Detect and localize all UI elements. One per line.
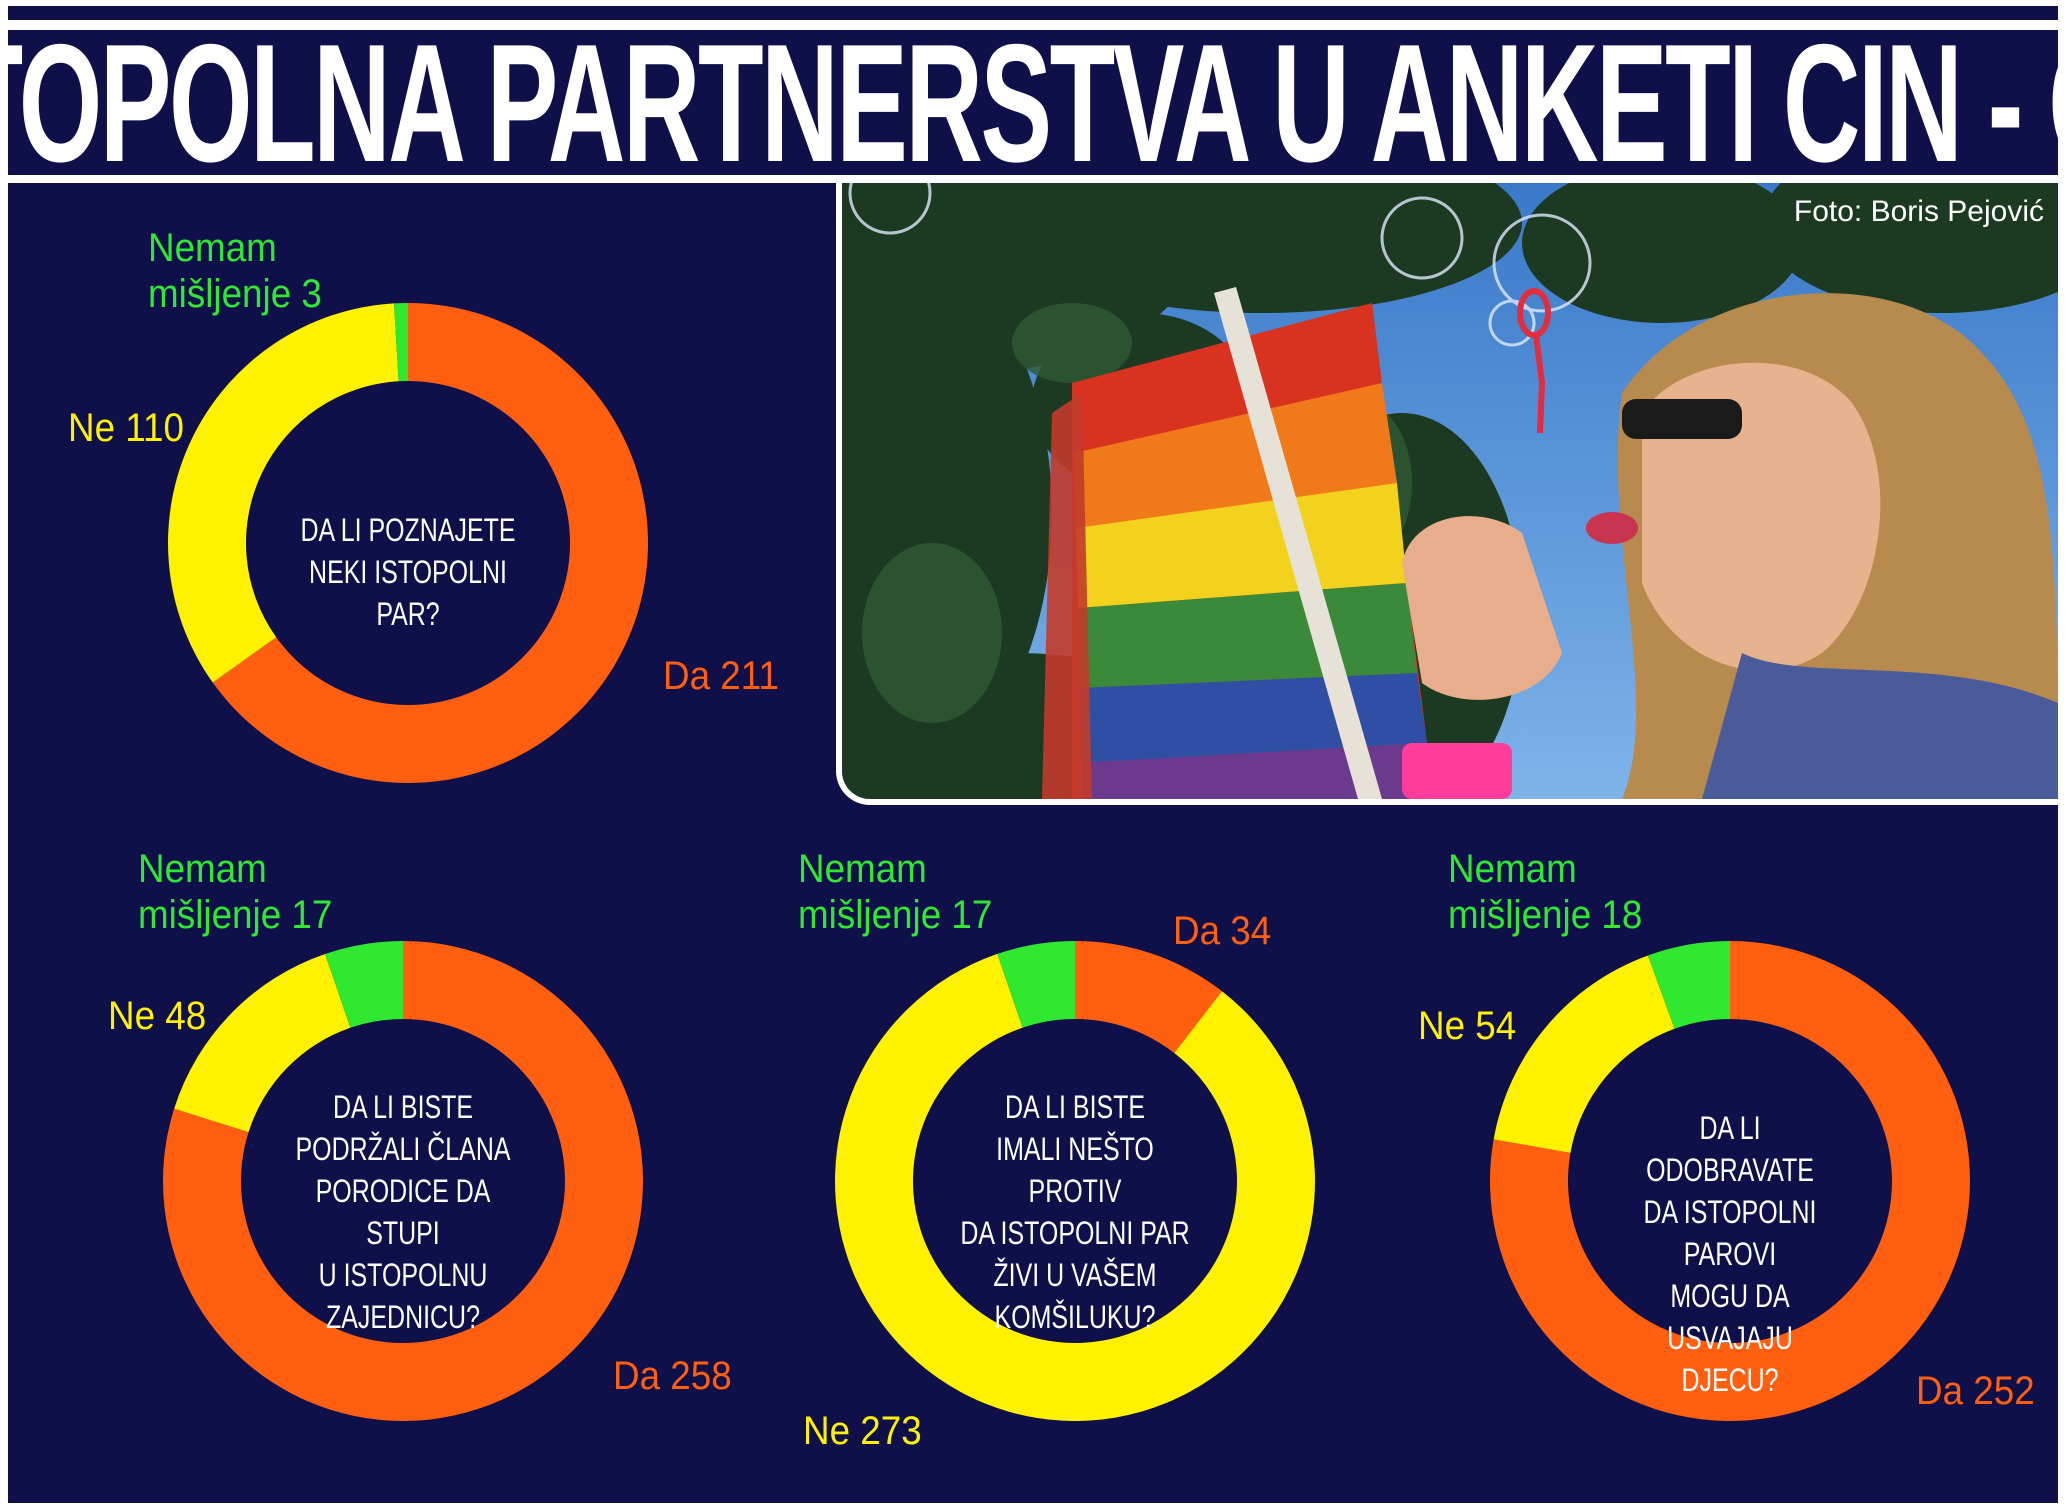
slice-ne (1493, 955, 1675, 1153)
slice-da (212, 303, 648, 783)
slice-nemam-misljenje (1647, 941, 1730, 1029)
flag-pole (1214, 287, 1382, 799)
donut-question: DA LI BISTE PODRŽALI ČLANA PORODICE DA STU… (286, 1086, 520, 1338)
slice-label-line: mišljenje 17 (798, 893, 993, 937)
slice-nemam-misljenje (325, 941, 403, 1028)
question-line: KOMŠILUKU? (994, 1299, 1156, 1335)
slice-label-line: mišljenje 17 (138, 893, 333, 937)
slice-nemam-misljenje (997, 941, 1075, 1028)
question-line: PODRŽALI ČLANA (295, 1131, 511, 1167)
page-title: ISTOPOLNA PARTNERSTVA U ANKETI CIN - CG (8, 30, 2058, 175)
question-line: DA ISTOPOLNI PAROVI (1643, 1194, 1817, 1272)
slice-label-ne: Ne 110 (68, 406, 184, 450)
question-line: DA LI POZNAJETE (300, 512, 516, 548)
question-line: ŽIVI U VAŠEM (993, 1257, 1157, 1293)
question-line: MOGU DA USVAJAJU (1667, 1278, 1793, 1356)
slice-label-da: Da 211 (663, 654, 779, 698)
photo-illustration (842, 183, 2058, 799)
donut-chart-1 (167, 303, 648, 783)
question-line: DA ISTOPOLNI PAR (960, 1215, 1190, 1251)
question-line: NEKI ISTOPOLNI PAR? (309, 554, 507, 632)
slice-label-ne: Ne 54 (1418, 1004, 1517, 1048)
donut-chart-3 (835, 941, 1316, 1421)
slice-label-line: mišljenje 18 (1448, 893, 1643, 937)
slice-nemam-misljenje (394, 303, 408, 382)
question-line: U ISTOPOLNU (318, 1257, 488, 1293)
question-line: ZAJEDNICU? (326, 1299, 480, 1335)
bubble-wand (1517, 288, 1551, 434)
question-line: DA LI ODOBRAVATE (1646, 1110, 1814, 1188)
slice-label-line: Nemam (148, 226, 277, 270)
donut-question: DA LI POZNAJETE NEKI ISTOPOLNI PAR? (291, 509, 525, 635)
slice-label-da: Da 258 (613, 1354, 732, 1398)
slice-label-ne: Ne 273 (803, 1409, 922, 1453)
question-line: DA LI BISTE (332, 1089, 474, 1125)
question-line: PORODICE DA STUPI (315, 1173, 491, 1251)
slice-label-nemam-misljenje: Nemam mišljenje 17 (138, 846, 332, 938)
slice-label-line: Nemam (1448, 847, 1577, 891)
question-line: DJECU? (1681, 1362, 1779, 1398)
slice-label-line: Nemam (798, 847, 927, 891)
slice-label-ne: Ne 48 (108, 994, 207, 1038)
top-rule (8, 6, 2058, 20)
donut-charts (162, 303, 1971, 1422)
slice-ne (174, 954, 351, 1133)
slice-ne (835, 953, 1316, 1421)
slice-ne (167, 303, 399, 683)
donut-chart-4 (1489, 941, 1971, 1421)
soap-bubbles (848, 183, 1592, 347)
donut-chart-2 (162, 941, 643, 1422)
slice-label-nemam-misljenje: Nemam mišljenje 3 (148, 225, 322, 317)
question-line: DA LI BISTE (1004, 1089, 1146, 1125)
pride-photo: Foto: Boris Pejović (836, 183, 2058, 805)
question-line: IMALI NEŠTO PROTIV (996, 1131, 1154, 1209)
photo-credit: Foto: Boris Pejović (1793, 195, 2044, 228)
slice-label-line: mišljenje 3 (148, 272, 322, 316)
slice-label-nemam-misljenje: Nemam mišljenje 18 (1448, 846, 1642, 938)
slice-label-da: Da 34 (1173, 909, 1272, 953)
slice-da (162, 941, 643, 1422)
slice-label-nemam-misljenje: Nemam mišljenje 17 (798, 846, 992, 938)
woman-figure (1402, 293, 2058, 799)
header-band: ISTOPOLNA PARTNERSTVA U ANKETI CIN - CG (8, 30, 2058, 175)
infographic-panel: Foto: Boris Pejović Da 211 Ne 110 Nemam miš… (8, 183, 2058, 1503)
donut-question: DA LI BISTE IMALI NEŠTO PROTIV DA ISTOPOLN… (958, 1086, 1192, 1338)
slice-label-da: Da 252 (1916, 1369, 2035, 1413)
slice-da (1075, 941, 1223, 1053)
slice-label-line: Nemam (138, 847, 267, 891)
donut-question: DA LI ODOBRAVATE DA ISTOPOLNI PAROVI MOGU … (1613, 1107, 1847, 1401)
slice-da (1489, 941, 1971, 1421)
